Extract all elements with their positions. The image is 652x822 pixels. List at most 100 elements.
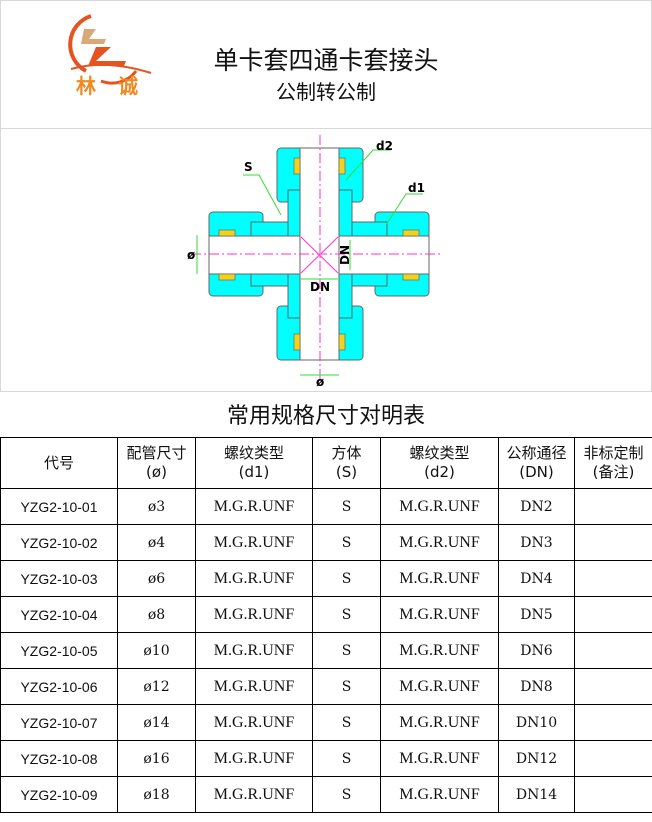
cell-thread-d2: M.G.R.UNF xyxy=(380,632,499,669)
header-thread-d2-line: (d2) xyxy=(424,463,455,481)
header-hex-s-line: (S) xyxy=(335,463,358,481)
header-nominal-dn-line: 公称通径 xyxy=(506,444,567,462)
cell-nominal-dn: DN12 xyxy=(498,740,575,777)
cell-pipe-size: ø3 xyxy=(117,488,196,525)
cell-thread-d1: M.G.R.UNF xyxy=(195,596,313,633)
table-row: YZG2-10-04 ø8 M.G.R.UNF S M.G.R.UNF DN5 xyxy=(0,596,652,633)
cell-thread-d2: M.G.R.UNF xyxy=(380,596,499,633)
cell-thread-d1: M.G.R.UNF xyxy=(195,740,313,777)
table-row: YZG2-10-02 ø4 M.G.R.UNF S M.G.R.UNF DN3 xyxy=(0,524,652,561)
product-title: 单卡套四通卡套接头 xyxy=(213,46,439,75)
cell-code: YZG2-10-07 xyxy=(0,704,118,741)
label-dn-horizontal: DN xyxy=(310,280,330,294)
cell-thread-d2: M.G.R.UNF xyxy=(380,524,499,561)
cell-pipe-size: ø8 xyxy=(117,596,196,633)
cell-nominal-dn: DN2 xyxy=(498,488,575,525)
label-d2: d2 xyxy=(376,139,393,153)
header-hex-s: 方体 (S) xyxy=(312,437,381,489)
cell-nominal-dn: DN6 xyxy=(498,632,575,669)
cell-thread-d1: M.G.R.UNF xyxy=(195,560,313,597)
cell-hex-s: S xyxy=(312,488,381,525)
cell-nominal-dn: DN8 xyxy=(498,668,575,705)
cell-nominal-dn: DN4 xyxy=(498,560,575,597)
cell-custom-note xyxy=(574,704,652,741)
table-header-row: 代号 配管尺寸 (ø) 螺纹类型 (d1) 方体 (S) 螺纹类型 (d2) 公称通径 (DN) 非标… xyxy=(0,437,652,489)
cell-code: YZG2-10-08 xyxy=(0,740,118,777)
cell-thread-d1: M.G.R.UNF xyxy=(195,776,313,813)
label-diameter-left: ø xyxy=(187,248,195,262)
cell-nominal-dn: DN3 xyxy=(498,524,575,561)
cell-code: YZG2-10-06 xyxy=(0,668,118,705)
header-nominal-dn-line: (DN) xyxy=(519,463,554,481)
cell-thread-d1: M.G.R.UNF xyxy=(195,668,313,705)
header-code: 代号 xyxy=(0,437,118,489)
header-thread-d1-line: 螺纹类型 xyxy=(223,444,284,462)
table-row: YZG2-10-07 ø14 M.G.R.UNF S M.G.R.UNF DN10 xyxy=(0,704,652,741)
header-pipe-size: 配管尺寸 (ø) xyxy=(117,437,196,489)
fitting-cross-section-diagram: S d2 d1 DN DN ø ø xyxy=(0,129,652,392)
cell-custom-note xyxy=(574,776,652,813)
table-row: YZG2-10-01 ø3 M.G.R.UNF S M.G.R.UNF DN2 xyxy=(0,488,652,525)
cell-custom-note xyxy=(574,740,652,777)
cell-code: YZG2-10-03 xyxy=(0,560,118,597)
header-custom-note: 非标定制 (备注) xyxy=(574,437,652,489)
header-thread-d2: 螺纹类型 (d2) xyxy=(380,437,499,489)
cell-code: YZG2-10-02 xyxy=(0,524,118,561)
table-row: YZG2-10-05 ø10 M.G.R.UNF S M.G.R.UNF DN6 xyxy=(0,632,652,669)
label-s: S xyxy=(244,160,253,174)
cell-nominal-dn: DN10 xyxy=(498,704,575,741)
cell-thread-d1: M.G.R.UNF xyxy=(195,524,313,561)
cell-thread-d2: M.G.R.UNF xyxy=(380,560,499,597)
cell-custom-note xyxy=(574,488,652,525)
spec-table-title: 常用规格尺寸对明表 xyxy=(226,404,425,429)
header-nominal-dn: 公称通径 (DN) xyxy=(498,437,575,489)
cell-thread-d2: M.G.R.UNF xyxy=(380,704,499,741)
header-custom-note-line: (备注) xyxy=(592,463,635,481)
cell-nominal-dn: DN5 xyxy=(498,596,575,633)
label-diameter-bottom: ø xyxy=(316,375,324,389)
table-row: YZG2-10-09 ø18 M.G.R.UNF S M.G.R.UNF DN14 xyxy=(0,776,652,813)
cell-nominal-dn: DN14 xyxy=(498,776,575,813)
table-row: YZG2-10-03 ø6 M.G.R.UNF S M.G.R.UNF DN4 xyxy=(0,560,652,597)
cell-thread-d1: M.G.R.UNF xyxy=(195,488,313,525)
cell-thread-d1: M.G.R.UNF xyxy=(195,632,313,669)
cell-hex-s: S xyxy=(312,776,381,813)
cell-thread-d2: M.G.R.UNF xyxy=(380,668,499,705)
spec-table: 代号 配管尺寸 (ø) 螺纹类型 (d1) 方体 (S) 螺纹类型 (d2) 公称通径 (DN) 非标… xyxy=(0,437,652,813)
product-subtitle: 公制转公制 xyxy=(276,80,376,104)
header-thread-d1-line: (d1) xyxy=(238,463,270,481)
cell-hex-s: S xyxy=(312,668,381,705)
label-d1: d1 xyxy=(408,181,425,195)
company-logo: 林 诚 xyxy=(68,14,152,96)
header-code-line: 代号 xyxy=(43,453,74,472)
header-custom-note-line: 非标定制 xyxy=(583,444,644,462)
header: 林 诚 单卡套四通卡套接头 公制转公制 xyxy=(0,0,652,129)
table-row: YZG2-10-06 ø12 M.G.R.UNF S M.G.R.UNF DN8 xyxy=(0,668,652,705)
header-hex-s-line: 方体 xyxy=(331,444,362,462)
header-thread-d1: 螺纹类型 (d1) xyxy=(195,437,313,489)
cell-hex-s: S xyxy=(312,560,381,597)
header-thread-d2-line: 螺纹类型 xyxy=(409,444,470,462)
cell-code: YZG2-10-04 xyxy=(0,596,118,633)
cell-hex-s: S xyxy=(312,632,381,669)
cell-hex-s: S xyxy=(312,524,381,561)
cross-fitting-drawing: S d2 d1 DN DN ø ø xyxy=(187,135,441,389)
cell-custom-note xyxy=(574,560,652,597)
table-row: YZG2-10-08 ø16 M.G.R.UNF S M.G.R.UNF DN12 xyxy=(0,740,652,777)
label-dn-vertical: DN xyxy=(338,245,352,265)
cell-code: YZG2-10-05 xyxy=(0,632,118,669)
cell-pipe-size: ø18 xyxy=(117,776,196,813)
cell-pipe-size: ø14 xyxy=(117,704,196,741)
svg-text:林: 林 xyxy=(76,74,96,96)
cell-thread-d2: M.G.R.UNF xyxy=(380,740,499,777)
cell-hex-s: S xyxy=(312,596,381,633)
svg-text:诚: 诚 xyxy=(118,74,138,96)
cell-pipe-size: ø6 xyxy=(117,560,196,597)
cell-pipe-size: ø12 xyxy=(117,668,196,705)
cell-custom-note xyxy=(574,632,652,669)
cell-pipe-size: ø10 xyxy=(117,632,196,669)
cell-hex-s: S xyxy=(312,704,381,741)
cell-thread-d2: M.G.R.UNF xyxy=(380,776,499,813)
cell-pipe-size: ø16 xyxy=(117,740,196,777)
cell-custom-note xyxy=(574,668,652,705)
